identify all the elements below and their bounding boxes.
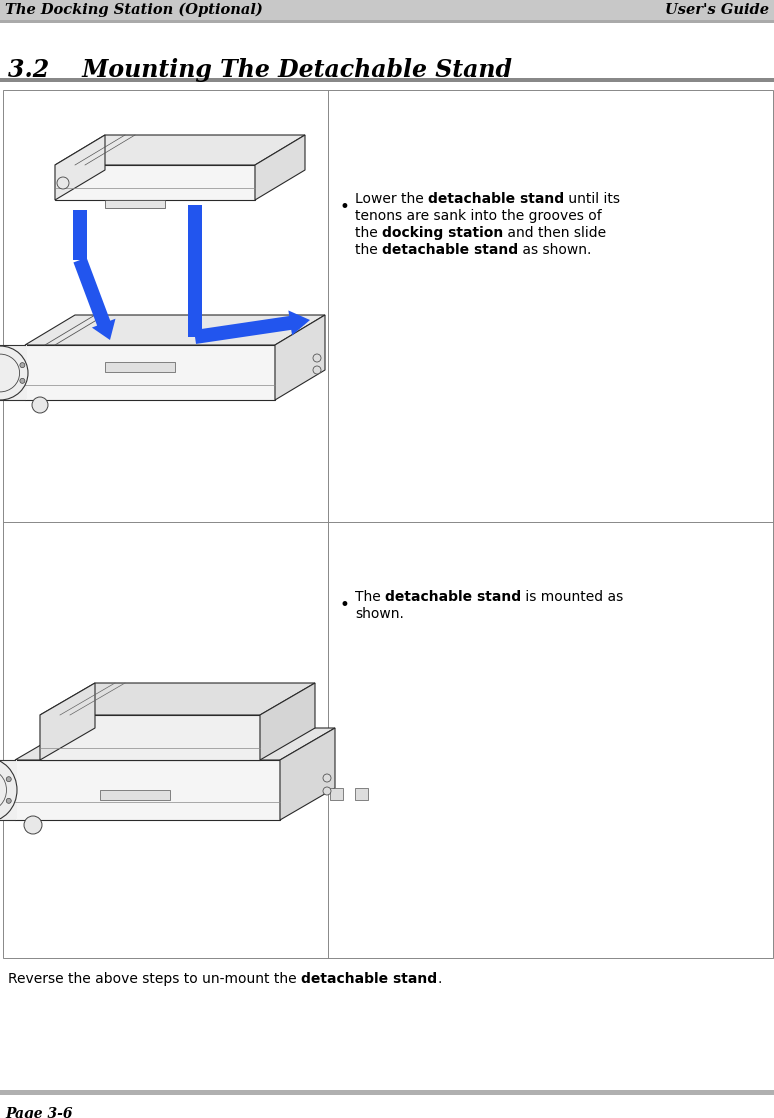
Polygon shape xyxy=(40,683,315,716)
Polygon shape xyxy=(15,728,335,760)
Text: detachable stand: detachable stand xyxy=(382,243,519,257)
Polygon shape xyxy=(40,683,95,760)
Bar xyxy=(3,91,773,958)
Bar xyxy=(0,78,774,82)
Text: The: The xyxy=(355,590,385,604)
Text: tenons are sank into the grooves of: tenons are sank into the grooves of xyxy=(355,209,601,222)
Circle shape xyxy=(57,177,69,189)
Polygon shape xyxy=(40,716,260,760)
Bar xyxy=(0,20,774,23)
Polygon shape xyxy=(55,135,305,165)
Ellipse shape xyxy=(0,345,28,400)
Circle shape xyxy=(6,798,12,804)
Polygon shape xyxy=(73,210,87,260)
Circle shape xyxy=(20,362,25,368)
Polygon shape xyxy=(330,788,343,800)
Polygon shape xyxy=(25,345,275,400)
Circle shape xyxy=(6,777,12,781)
Ellipse shape xyxy=(0,758,17,822)
Text: .: . xyxy=(437,972,441,986)
Text: the: the xyxy=(355,243,382,257)
Polygon shape xyxy=(194,311,310,344)
Polygon shape xyxy=(25,315,325,345)
Polygon shape xyxy=(255,135,305,200)
Text: •: • xyxy=(340,596,350,614)
Polygon shape xyxy=(55,165,255,200)
Bar xyxy=(0,1090,774,1095)
Polygon shape xyxy=(260,683,315,760)
Circle shape xyxy=(20,378,25,383)
Circle shape xyxy=(323,787,331,795)
Polygon shape xyxy=(280,728,335,819)
Bar xyxy=(0,345,27,400)
Bar xyxy=(0,0,774,20)
Text: and then slide: and then slide xyxy=(503,226,607,240)
Text: •: • xyxy=(340,198,350,216)
Bar xyxy=(100,790,170,800)
Text: User's Guide: User's Guide xyxy=(665,3,769,17)
Text: detachable stand: detachable stand xyxy=(301,972,437,986)
Text: is mounted as: is mounted as xyxy=(521,590,624,604)
Text: Reverse the above steps to un-mount the: Reverse the above steps to un-mount the xyxy=(8,972,301,986)
Text: The Docking Station (Optional): The Docking Station (Optional) xyxy=(5,3,262,17)
Circle shape xyxy=(313,366,321,375)
Circle shape xyxy=(24,816,42,834)
Bar xyxy=(0,760,17,819)
Polygon shape xyxy=(15,760,280,819)
Text: the: the xyxy=(355,226,382,240)
Text: docking station: docking station xyxy=(382,226,503,240)
Text: detachable stand: detachable stand xyxy=(428,192,564,206)
Circle shape xyxy=(323,774,331,781)
Polygon shape xyxy=(74,257,115,340)
Circle shape xyxy=(32,397,48,413)
Polygon shape xyxy=(275,315,325,400)
Circle shape xyxy=(313,354,321,362)
Text: detachable stand: detachable stand xyxy=(385,590,521,604)
Text: shown.: shown. xyxy=(355,607,404,620)
Text: Lower the: Lower the xyxy=(355,192,428,206)
Bar xyxy=(105,362,175,372)
Polygon shape xyxy=(188,205,202,337)
Polygon shape xyxy=(355,788,368,800)
Bar xyxy=(105,200,165,208)
Text: until its: until its xyxy=(564,192,620,206)
Text: as shown.: as shown. xyxy=(519,243,591,257)
Text: 3.2    Mounting The Detachable Stand: 3.2 Mounting The Detachable Stand xyxy=(8,58,512,82)
Text: Page 3-6: Page 3-6 xyxy=(5,1107,73,1118)
Polygon shape xyxy=(55,135,105,200)
